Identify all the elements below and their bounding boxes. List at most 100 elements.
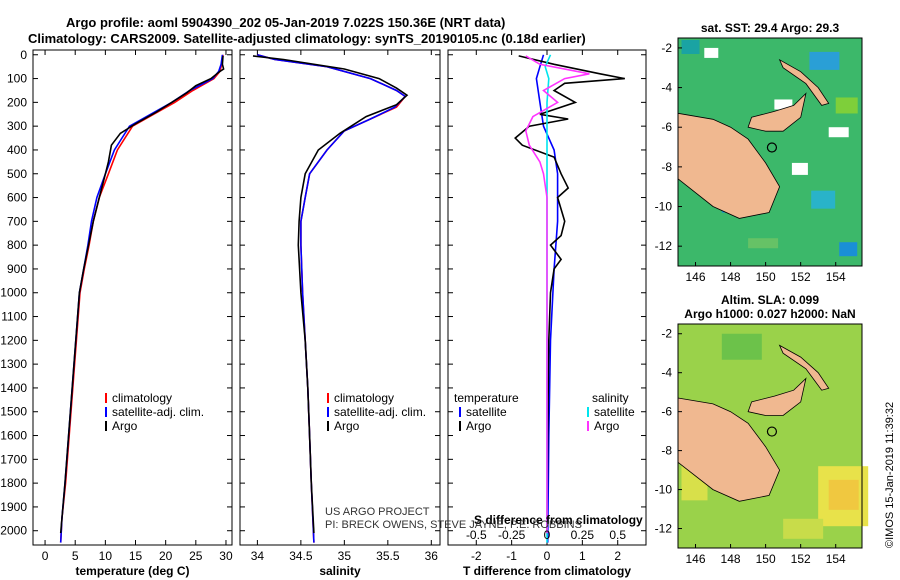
credit-pi: PI: BRECK OWENS, STEVE JAYNE, P.E. ROBBI… — [325, 519, 582, 531]
temperature-legend-label: satellite-adj. clim. — [112, 405, 204, 419]
sst-map-field-patch — [835, 97, 858, 114]
difference-x-tick-label: 1 — [579, 549, 586, 563]
salinity-x-axis-label: salinity — [319, 564, 361, 578]
sst-map-lat-label: -10 — [655, 200, 673, 214]
new-guinea-landmass — [677, 112, 781, 219]
difference-x-tick-label: -1 — [506, 549, 517, 563]
depth-tick-label: 1600 — [0, 429, 27, 443]
salinity-x-tick-label: 36 — [425, 549, 439, 563]
salinity-diff-tick-label: 0.25 — [571, 528, 595, 542]
sst-map-field-patch — [791, 162, 808, 175]
depth-tick-label: 1900 — [0, 500, 27, 514]
sst-map-panel: 146 148 150 152 154 -2 -4 -6 -8 -10 -12 sat. SST: 2… — [655, 21, 863, 284]
new-britain-island — [747, 377, 807, 416]
sla-map-field-patch — [783, 518, 824, 539]
difference-series-s-argo — [524, 55, 590, 534]
salinity-diff-tick-label: -0.25 — [498, 528, 526, 542]
sla-map-lon-label: 146 — [686, 552, 706, 566]
salinity-diff-tick-label: 0 — [544, 528, 551, 542]
salinity-x-tick-label: 34 — [251, 549, 265, 563]
salinity-diff-axis-label: S difference from climatology — [474, 513, 643, 527]
sla-map-lon-label: 154 — [826, 552, 846, 566]
sst-map-field-patch — [839, 242, 858, 257]
sla-map-field-patch — [721, 333, 762, 360]
new-ireland-island — [778, 344, 830, 391]
temperature-x-tick-label: 25 — [189, 549, 203, 563]
sst-map-field-patch — [809, 51, 840, 70]
sst-map-lat-label: -4 — [661, 81, 672, 95]
depth-tick-label: 100 — [7, 72, 27, 86]
sst-map-lon-label: 148 — [721, 270, 741, 284]
sla-map-lon-label: 150 — [756, 552, 776, 566]
salinity-series-climatology — [257, 54, 407, 543]
depth-tick-label: 1400 — [0, 381, 27, 395]
depth-tick-label: 900 — [7, 262, 27, 276]
new-guinea-landmass — [677, 397, 781, 502]
difference-series-t-argo — [514, 55, 625, 534]
sla-map-lon-label: 148 — [721, 552, 741, 566]
salinity-legend-label: satellite-adj. clim. — [334, 405, 426, 419]
diff-salinity-legend-label: satellite — [594, 405, 635, 419]
sst-map-field-patch — [774, 99, 793, 110]
depth-tick-label: 400 — [7, 143, 27, 157]
sla-map-lon-label: 152 — [791, 552, 811, 566]
sst-map-field-patch — [704, 47, 719, 58]
sst-map-lon-label: 152 — [791, 270, 811, 284]
imos-watermark: ©IMOS 15-Jan-2019 11:39:32 — [884, 402, 896, 548]
temperature-axes-frame — [32, 49, 233, 546]
sla-map-lat-label: -12 — [655, 522, 673, 536]
sst-map-lon-label: 146 — [686, 270, 706, 284]
sla-map-field-patch — [828, 479, 859, 510]
sst-map-field-patch — [681, 39, 700, 54]
temperature-legend-label: climatology — [112, 391, 172, 405]
diff-legend-salinity-title: salinity — [592, 391, 629, 405]
salinity-legend-label: Argo — [334, 419, 360, 433]
temperature-x-tick-label: 0 — [42, 549, 49, 563]
sst-map-lon-label: 154 — [826, 270, 846, 284]
salinity-diff-tick-label: -0.5 — [466, 528, 487, 542]
depth-tick-label: 2000 — [0, 524, 27, 538]
sst-map-field-patch — [811, 190, 836, 209]
sla-map-title: Altim. SLA: 0.099 — [721, 293, 819, 307]
diff-salinity-legend-label: Argo — [594, 419, 620, 433]
diff-temperature-legend-label: Argo — [466, 419, 492, 433]
new-ireland-island — [778, 58, 830, 106]
salinity-series-argo — [252, 55, 409, 534]
temperature-x-tick-label: 15 — [129, 549, 143, 563]
depth-tick-label: 1700 — [0, 452, 27, 466]
sst-map-lat-label: -6 — [661, 120, 672, 134]
salinity-x-tick-label: 35 — [338, 549, 352, 563]
sst-map-field-patch — [828, 127, 849, 138]
temperature-x-tick-label: 20 — [159, 549, 173, 563]
depth-tick-label: 200 — [7, 95, 27, 109]
new-britain-island — [747, 92, 807, 132]
difference-x-tick-label: 0 — [544, 549, 551, 563]
salinity-x-tick-label: 35.5 — [376, 549, 400, 563]
sla-map-lat-label: -10 — [655, 483, 673, 497]
depth-tick-label: 600 — [7, 191, 27, 205]
salinity-axes-frame — [239, 49, 441, 546]
sst-map-title: sat. SST: 29.4 Argo: 29.3 — [701, 21, 840, 35]
salinity-diff-tick-label: 0.5 — [609, 528, 626, 542]
depth-tick-label: 1500 — [0, 405, 27, 419]
sla-map-lat-label: -4 — [661, 366, 672, 380]
title-line1: Argo profile: aoml 5904390_202 05-Jan-20… — [66, 15, 505, 30]
temperature-series-climatology — [59, 54, 224, 543]
temperature-profile-plot: 0100200300400500600700800900100011001200… — [0, 48, 233, 578]
depth-tick-label: 1100 — [1, 310, 27, 324]
diff-temperature-legend-label: satellite — [466, 405, 507, 419]
depth-tick-label: 500 — [7, 167, 27, 181]
sla-map-lat-label: -8 — [661, 444, 672, 458]
salinity-x-tick-label: 34.5 — [289, 549, 313, 563]
salinity-series-satellite-adj-clim- — [257, 54, 407, 543]
depth-tick-label: 1000 — [0, 286, 27, 300]
credit-project: US ARGO PROJECT — [325, 506, 430, 518]
difference-x-tick-label: -2 — [471, 549, 482, 563]
depth-tick-label: 700 — [7, 214, 27, 228]
sla-map-float-marker — [766, 426, 778, 437]
depth-tick-label: 1300 — [0, 357, 27, 371]
sla-map-panel: 146 148 150 152 154 -2 -4 -6 -8 -10 -12 Altim. SLA:… — [655, 293, 869, 566]
salinity-profile-plot: 34 34.5 35 35.5 36 salinity climatologysatelli… — [239, 49, 441, 578]
sst-map-lat-label: -8 — [661, 160, 672, 174]
